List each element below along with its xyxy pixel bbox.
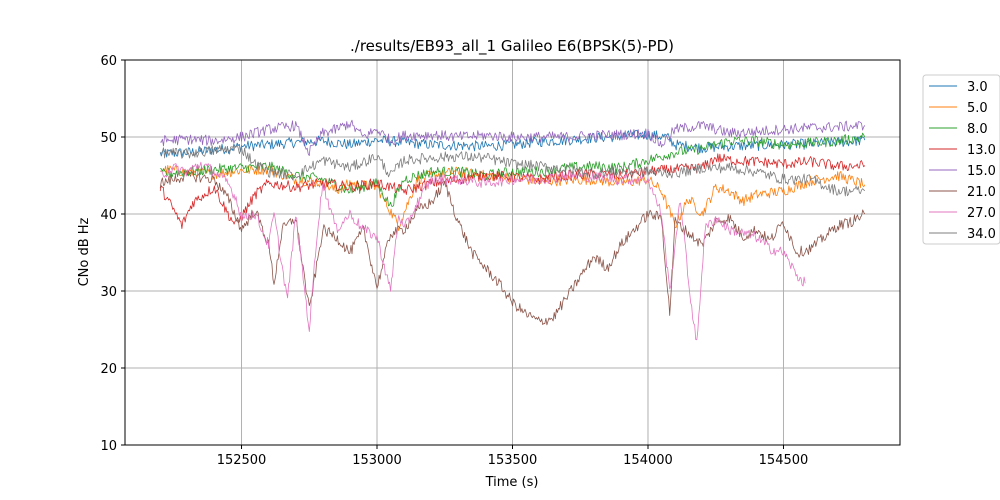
y-tick-label: 50: [100, 131, 117, 146]
x-tick-label: 154000: [623, 453, 673, 468]
y-tick-label: 10: [100, 439, 117, 454]
legend-label: 13.0: [967, 143, 996, 158]
series-line-3-0: [159, 129, 866, 158]
series-line-34-0: [159, 144, 866, 197]
x-tick-label: 153000: [352, 453, 402, 468]
y-tick-label: 30: [100, 285, 117, 300]
legend-label: 8.0: [967, 122, 988, 137]
legend-label: 27.0: [967, 206, 996, 221]
grid-lines: [125, 59, 900, 446]
chart-title: ./results/EB93_all_1 Galileo E6(BPSK(5)-…: [350, 37, 674, 56]
x-tick-label: 153500: [488, 453, 538, 468]
legend-box: [922, 74, 1000, 245]
y-tick-label: 60: [100, 54, 117, 69]
legend: 3.0 5.0 8.0 13.0 15.0 21.0 27.0 34.0: [922, 74, 1000, 245]
x-axis-label: Time (s): [485, 475, 539, 490]
y-axis-label: CNo dB Hz: [77, 217, 92, 286]
legend-label: 5.0: [967, 101, 988, 116]
series-lines: [159, 119, 866, 341]
series-line-13-0: [159, 153, 866, 230]
legend-label: 15.0: [967, 164, 996, 179]
series-line-8-0: [160, 132, 866, 207]
y-tick-label: 20: [100, 362, 117, 377]
x-tick-label: 154500: [759, 453, 809, 468]
series-line-27-0: [160, 161, 806, 341]
axis-ticks: 152500 153000 153500 154000 154500 10 20 30 40 50…: [100, 54, 808, 468]
x-tick-label: 152500: [217, 453, 267, 468]
y-tick-label: 40: [100, 208, 117, 223]
series-line-15-0: [160, 119, 866, 157]
legend-label: 3.0: [967, 80, 988, 95]
legend-label: 21.0: [967, 185, 996, 200]
legend-label: 34.0: [967, 227, 996, 242]
